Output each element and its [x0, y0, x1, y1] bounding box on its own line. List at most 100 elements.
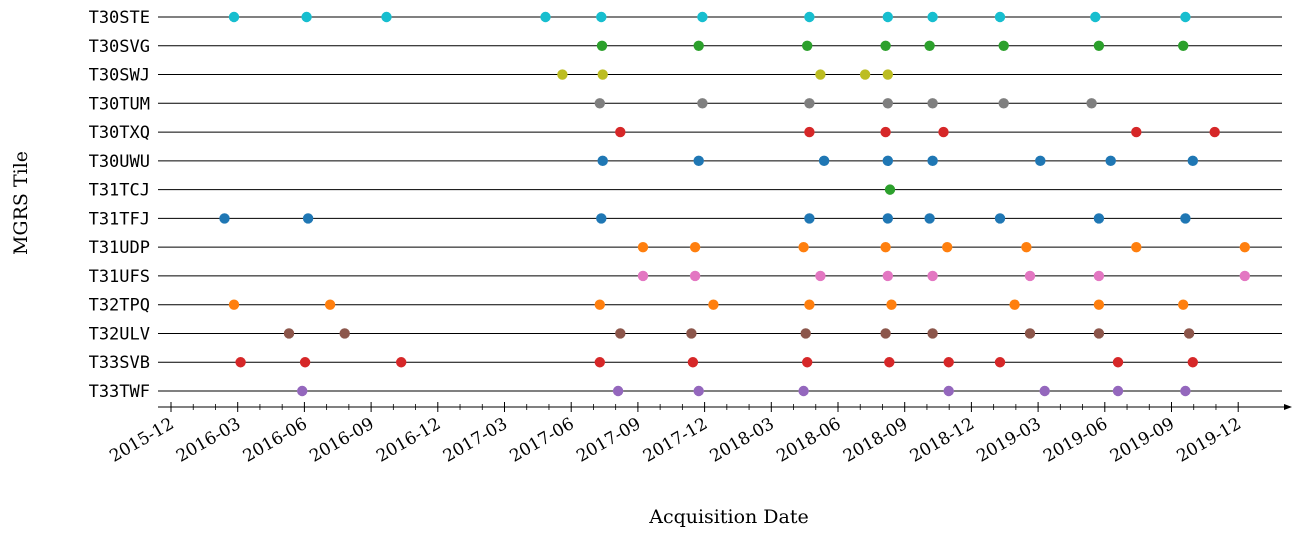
- x-tick-label: 2019-12: [1174, 414, 1245, 467]
- x-tick-label: 2016-12: [373, 414, 444, 467]
- data-point: [882, 270, 893, 282]
- x-tick-label: 2016-09: [306, 414, 377, 467]
- data-point: [942, 241, 953, 253]
- data-point: [880, 126, 891, 138]
- data-point: [228, 11, 240, 23]
- data-point: [886, 299, 897, 310]
- data-point: [1035, 155, 1046, 167]
- data-point: [1093, 213, 1105, 224]
- data-point: [1112, 385, 1124, 397]
- x-tick-label: 2017-12: [640, 414, 711, 467]
- data-point: [637, 270, 649, 282]
- data-point: [998, 98, 1009, 109]
- data-point: [708, 299, 719, 310]
- data-point: [693, 155, 704, 167]
- data-point: [1024, 328, 1036, 339]
- data-point: [596, 213, 607, 224]
- x-axis-arrow: [1284, 404, 1292, 410]
- data-point: [882, 69, 893, 80]
- data-point: [884, 357, 895, 368]
- y-tick-label: T31TCJ: [89, 181, 150, 201]
- data-point: [597, 155, 608, 167]
- data-point: [859, 69, 871, 80]
- data-point: [594, 98, 605, 109]
- data-point: [594, 299, 605, 310]
- data-point: [615, 126, 626, 138]
- data-point: [1021, 241, 1032, 253]
- data-point: [1093, 328, 1105, 339]
- data-point: [882, 11, 893, 23]
- data-point: [994, 11, 1006, 23]
- data-point: [1239, 241, 1251, 253]
- data-point: [324, 299, 336, 310]
- x-tick-label: 2015-12: [106, 414, 177, 467]
- data-point: [800, 328, 811, 339]
- data-point: [612, 385, 624, 397]
- x-tick-label: 2019-03: [973, 414, 1044, 467]
- data-point: [804, 299, 815, 310]
- x-tick-label: 2017-09: [573, 414, 644, 467]
- data-point: [597, 69, 608, 80]
- data-point: [301, 11, 312, 23]
- y-tick-label: T31UDP: [89, 238, 150, 258]
- data-point: [697, 98, 708, 109]
- data-point: [1090, 11, 1101, 23]
- data-point: [880, 241, 891, 253]
- y-tick-label: T30SVG: [89, 37, 150, 57]
- tile-rows: T30STE T30SVG T30SWJ T30TUM T30TXQ T30UWU T31T…: [89, 8, 1282, 402]
- x-tick-label: 2016-03: [173, 414, 244, 467]
- y-tick-label: T30TXQ: [89, 123, 150, 143]
- data-point: [693, 40, 704, 51]
- data-point: [802, 357, 813, 368]
- data-point: [1178, 40, 1189, 51]
- data-point: [396, 357, 407, 368]
- data-point: [943, 357, 954, 368]
- data-point: [943, 385, 954, 397]
- data-point: [235, 357, 246, 368]
- data-point: [1024, 270, 1036, 282]
- x-tick-label: 2018-12: [907, 414, 978, 467]
- data-point: [689, 270, 701, 282]
- data-point: [540, 11, 551, 23]
- data-point: [637, 241, 649, 253]
- data-point: [798, 385, 809, 397]
- data-point: [927, 155, 938, 167]
- x-tick-label: 2016-06: [240, 414, 311, 467]
- data-point: [689, 241, 701, 253]
- data-point: [1039, 385, 1050, 397]
- data-point: [1180, 213, 1191, 224]
- data-point: [815, 270, 826, 282]
- y-tick-label: T30STE: [89, 8, 150, 28]
- x-tick-label: 2018-06: [773, 414, 844, 467]
- data-point: [1209, 126, 1220, 138]
- data-point: [615, 328, 626, 339]
- data-point: [818, 155, 830, 167]
- data-point: [697, 11, 708, 23]
- y-tick-label: T31TFJ: [89, 209, 150, 229]
- data-point: [884, 184, 896, 195]
- x-tick-label: 2019-09: [1107, 414, 1178, 467]
- data-point: [1180, 11, 1191, 23]
- data-point: [798, 241, 809, 253]
- data-point: [594, 357, 605, 368]
- data-point: [686, 328, 697, 339]
- data-point: [339, 328, 350, 339]
- y-tick-label: T32TPQ: [89, 296, 150, 316]
- data-point: [693, 385, 704, 397]
- data-point: [994, 357, 1006, 368]
- data-point: [927, 328, 938, 339]
- data-points: [219, 11, 1251, 397]
- data-point: [804, 213, 815, 224]
- data-point: [924, 40, 935, 51]
- y-tick-label: T30SWJ: [89, 66, 150, 86]
- data-point: [1180, 385, 1191, 397]
- data-point: [1187, 357, 1199, 368]
- data-point: [927, 270, 938, 282]
- data-point: [299, 357, 311, 368]
- data-point: [228, 299, 240, 310]
- data-point: [804, 11, 815, 23]
- data-point: [219, 213, 230, 224]
- data-point: [297, 385, 308, 397]
- data-point: [927, 11, 938, 23]
